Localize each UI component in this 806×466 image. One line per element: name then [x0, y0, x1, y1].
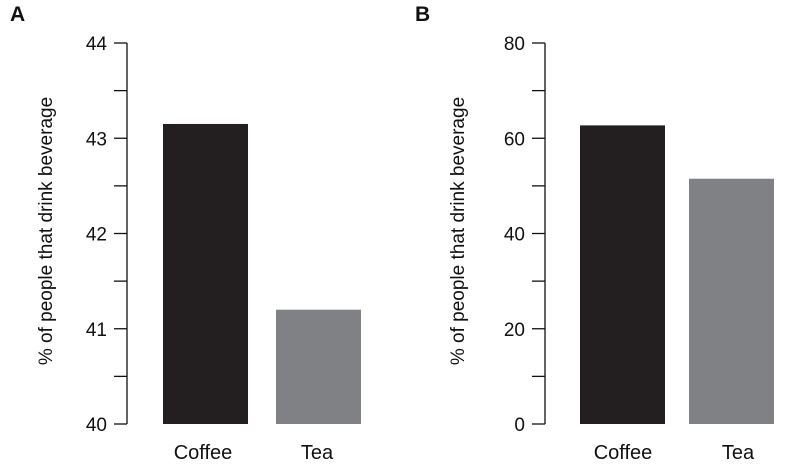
bar-tea-b — [689, 178, 774, 424]
bar-coffee-a — [163, 123, 248, 425]
bar-tea-a — [276, 309, 361, 424]
x-category-label-tea-b: Tea — [722, 442, 755, 464]
y-tick-label-a: 41 — [86, 320, 107, 341]
y-tick-label-a: 40 — [86, 415, 107, 436]
panel-label-a: A — [10, 3, 25, 26]
y-tick-label-b: 60 — [504, 129, 525, 150]
y-tick-label-b: 80 — [504, 34, 525, 55]
y-tick-label-b: 20 — [504, 320, 525, 341]
bar-coffee-b — [580, 125, 665, 425]
y-tick-label-b: 40 — [504, 225, 525, 246]
y-axis-title-a: % of people that drink beverage — [36, 97, 57, 365]
y-tick-label-a: 42 — [86, 225, 107, 246]
y-tick-label-a: 43 — [86, 129, 107, 150]
panel-label-b: B — [415, 3, 430, 26]
y-tick-label-b: 0 — [514, 415, 525, 436]
x-category-label-coffee-b: Coffee — [594, 442, 653, 464]
y-axis-title-b: % of people that drink beverage — [448, 97, 469, 365]
x-category-label-tea-a: Tea — [301, 442, 334, 464]
x-category-label-coffee-a: Coffee — [174, 442, 233, 464]
y-tick-label-a: 44 — [86, 34, 108, 55]
